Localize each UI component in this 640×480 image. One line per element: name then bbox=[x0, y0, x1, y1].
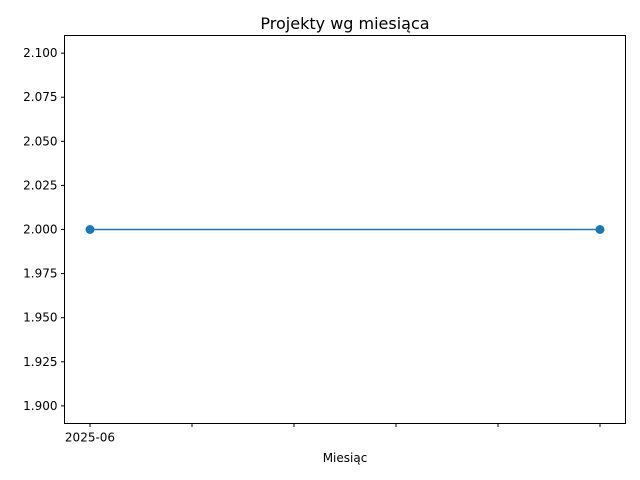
y-tick-label: 1.950 bbox=[23, 311, 57, 325]
data-point bbox=[85, 225, 95, 234]
y-axis: 1.900 1.925 1.950 1.975 2.000 2.025 2.050 2.075… bbox=[23, 46, 65, 413]
y-tick-label: 1.975 bbox=[23, 267, 57, 281]
y-tick-label: 2.025 bbox=[23, 178, 57, 192]
x-tick-label: 2025-06 bbox=[65, 431, 115, 445]
data-point bbox=[595, 225, 605, 234]
y-tick-label: 2.075 bbox=[23, 90, 57, 104]
x-axis: 2025-06 bbox=[65, 423, 601, 445]
y-tick-label: 2.050 bbox=[23, 134, 57, 148]
y-tick-label: 1.925 bbox=[23, 355, 57, 369]
y-tick-label: 1.900 bbox=[23, 399, 57, 413]
chart-title: Projekty wg miesiąca bbox=[260, 14, 429, 33]
series-layer bbox=[85, 225, 605, 234]
y-tick-label: 2.000 bbox=[23, 223, 57, 237]
y-tick-label: 2.100 bbox=[23, 46, 57, 60]
x-axis-label: Miesiąc bbox=[323, 451, 368, 465]
